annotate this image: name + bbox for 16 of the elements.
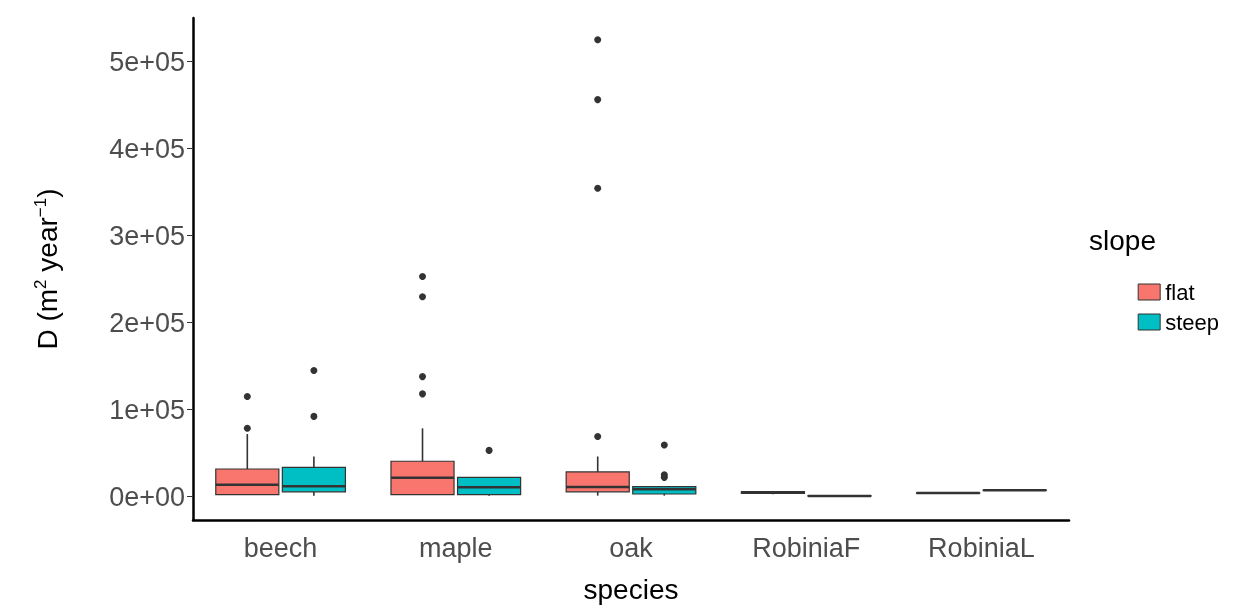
y-tick-label: 0e+00 <box>109 481 185 512</box>
x-tick-label: RobiniaF <box>752 532 861 563</box>
x-tick-label: RobiniaL <box>928 532 1035 563</box>
y-tick-label: 3e+05 <box>109 220 185 251</box>
x-axis-title: species <box>583 573 679 605</box>
legend-title: slope <box>1089 224 1156 256</box>
x-tick-label: beech <box>243 532 318 563</box>
x-tick-label: oak <box>609 532 654 563</box>
legend-label: steep <box>1165 309 1220 335</box>
y-tick-label: 4e+05 <box>109 133 185 164</box>
y-axis-title: D (m2 year−1) <box>31 188 63 350</box>
y-tick-label: 5e+05 <box>109 46 185 77</box>
x-tick-label: maple <box>419 532 493 563</box>
y-tick-label: 2e+05 <box>109 307 185 338</box>
legend-label: flat <box>1165 279 1195 305</box>
y-tick-label: 1e+05 <box>109 394 185 425</box>
